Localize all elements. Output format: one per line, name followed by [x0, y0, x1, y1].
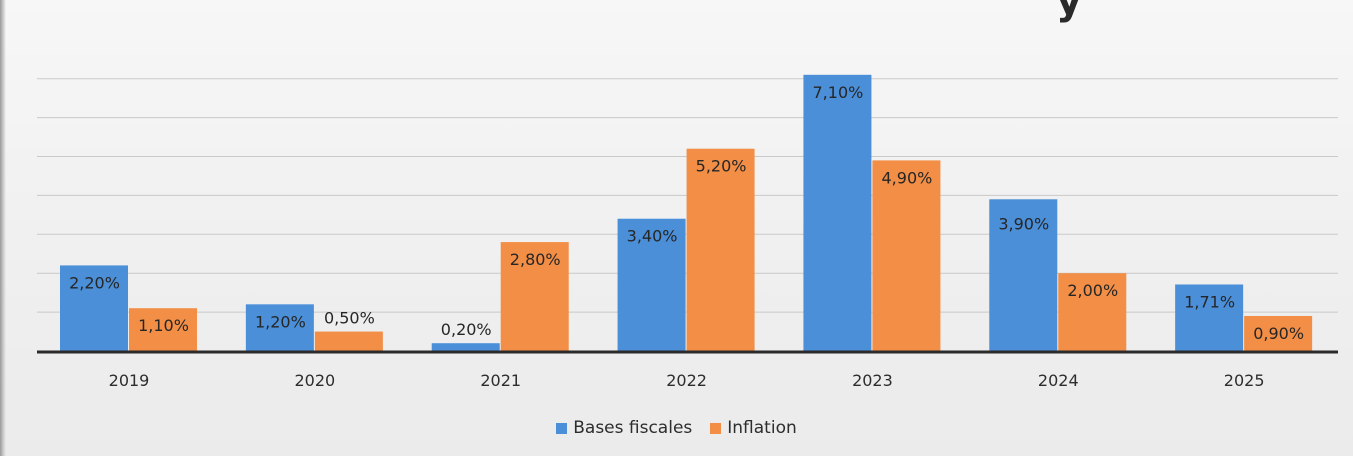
- data-label-inflation-2023: 4,90%: [882, 168, 933, 187]
- bar-bases-fiscales-2021: [431, 343, 500, 351]
- legend-label-bases-fiscales: Bases fiscales: [573, 418, 693, 438]
- legend-swatch-inflation: [710, 422, 722, 434]
- legend-swatch-bases-fiscales: [556, 422, 568, 434]
- data-label-bases-fiscales-2025: 1,71%: [1184, 292, 1235, 311]
- bar-inflation-2025: [1244, 315, 1313, 351]
- legend: Bases fiscales Inflation: [0, 418, 1353, 438]
- data-label-inflation-2021: 2,80%: [510, 250, 561, 269]
- legend-item-bases-fiscales: Bases fiscales: [556, 418, 692, 438]
- category-labels: 2019 2020 2021 2022 2023 2024 2025: [109, 371, 1265, 390]
- chart-title: y: [1056, 0, 1083, 24]
- data-label-bases-fiscales-2023: 7,10%: [813, 83, 864, 102]
- data-label-bases-fiscales-2024: 3,90%: [998, 214, 1049, 233]
- category-label-2023: 2023: [852, 371, 893, 390]
- category-label-2025: 2025: [1224, 371, 1265, 390]
- bar-inflation-2020: [314, 331, 383, 351]
- bars: [60, 74, 1313, 351]
- data-label-inflation-2025: 0,90%: [1253, 324, 1304, 343]
- chart-border: [0, 0, 6, 456]
- data-label-bases-fiscales-2021: 0,20%: [441, 320, 492, 339]
- category-label-2022: 2022: [666, 371, 707, 390]
- data-label-inflation-2019: 1,10%: [138, 316, 189, 335]
- data-label-inflation-2020: 0,50%: [324, 309, 375, 328]
- legend-item-inflation: Inflation: [710, 418, 797, 438]
- bar-inflation-2021: [500, 242, 569, 351]
- category-label-2021: 2021: [480, 371, 521, 390]
- data-label-inflation-2022: 5,20%: [696, 157, 747, 176]
- bar-inflation-2024: [1058, 273, 1127, 351]
- data-label-inflation-2024: 2,00%: [1067, 281, 1118, 300]
- bar-bases-fiscales-2023: [803, 74, 872, 351]
- legend-label-inflation: Inflation: [727, 418, 797, 438]
- bar-bases-fiscales-2019: [60, 265, 128, 351]
- data-label-bases-fiscales-2020: 1,20%: [255, 312, 306, 331]
- bar-bases-fiscales-2024: [989, 199, 1058, 351]
- bar-bases-fiscales-2025: [1175, 284, 1244, 351]
- category-label-2020: 2020: [294, 371, 335, 390]
- bar-bases-fiscales-2022: [617, 218, 686, 351]
- category-label-2019: 2019: [109, 371, 150, 390]
- category-label-2024: 2024: [1038, 371, 1079, 390]
- data-labels: 2,20% 1,10% 1,20% 0,50% 0,20% 2,80% 3,40% 5,20%…: [69, 83, 1304, 343]
- bar-inflation-2023: [872, 160, 941, 351]
- data-label-bases-fiscales-2022: 3,40%: [627, 227, 678, 246]
- bar-inflation-2019: [129, 308, 197, 351]
- bar-inflation-2022: [686, 148, 755, 351]
- data-label-bases-fiscales-2019: 2,20%: [69, 273, 120, 292]
- bar-bases-fiscales-2020: [245, 304, 314, 351]
